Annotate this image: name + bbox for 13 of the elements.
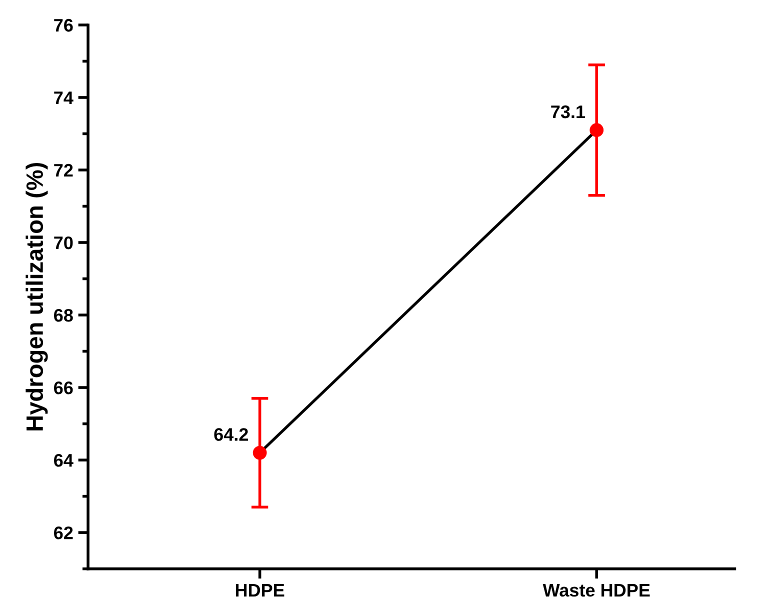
- data-label: 73.1: [551, 105, 586, 118]
- y-tick-label: 76: [54, 18, 73, 32]
- y-axis-title: Hydrogen utilization (%): [26, 162, 48, 430]
- y-tick-label: 74: [54, 92, 74, 104]
- y-tick-label: 66: [54, 381, 73, 394]
- y-tick-label: 72: [54, 164, 73, 177]
- data-label: 64.2: [214, 428, 248, 441]
- y-tick-label: 68: [54, 308, 73, 322]
- y-tick-label: 62: [54, 526, 73, 540]
- y-tick-label: 70: [54, 236, 73, 250]
- x-tick-label: Waste HDPE: [542, 584, 650, 597]
- y-tick-label: 64: [54, 454, 74, 467]
- x-tick-label: HDPE: [236, 584, 284, 596]
